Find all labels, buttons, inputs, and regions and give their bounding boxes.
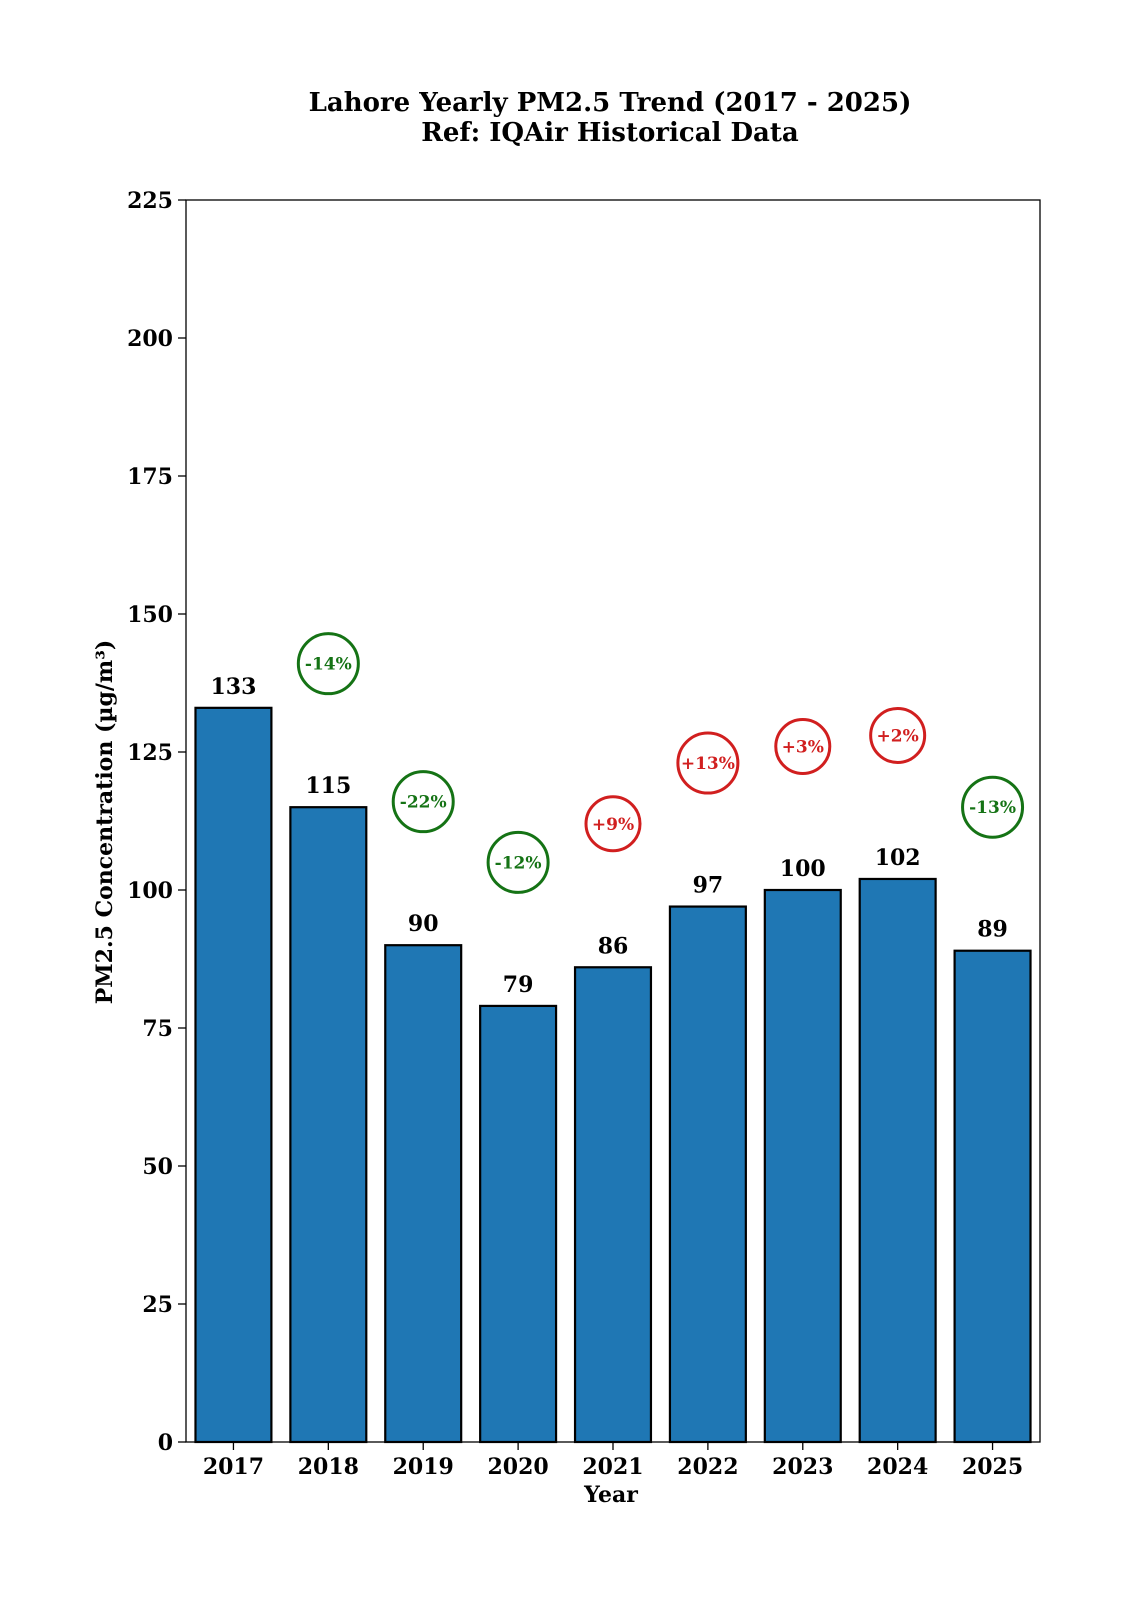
chart-subtitle: Ref: IQAir Historical Data — [421, 118, 799, 148]
change-label-2023: +3% — [782, 737, 824, 757]
y-tick-label: 50 — [142, 1154, 173, 1180]
y-tick-label: 125 — [127, 740, 173, 766]
x-tick-label-2023: 2023 — [772, 1454, 833, 1480]
bar-2021 — [573, 966, 653, 1444]
change-badge-2024 — [869, 706, 927, 764]
value-label-2021: 86 — [598, 933, 629, 959]
change-badge-2025 — [961, 775, 1025, 839]
change-badge-2018 — [296, 632, 360, 696]
value-label-2020: 79 — [503, 972, 534, 998]
y-tick-label: 25 — [142, 1292, 173, 1318]
x-axis-ticks: 2017 2018 2019 2020 2021 2022 2023 2024 2025 — [203, 1442, 1023, 1480]
x-tick-label-2018: 2018 — [298, 1454, 359, 1480]
change-label-2018: -14% — [305, 655, 352, 675]
change-badge-2023 — [774, 717, 832, 775]
value-label-2024: 102 — [875, 845, 921, 871]
change-badge-2022 — [676, 731, 740, 795]
value-label-2018: 115 — [305, 773, 351, 799]
value-label-2022: 97 — [693, 873, 724, 899]
value-label-2023: 100 — [780, 856, 826, 882]
bar-2022 — [668, 905, 747, 1444]
bar-2025 — [953, 949, 1032, 1444]
plot-frame — [185, 199, 1041, 1443]
x-axis-label: Year — [583, 1482, 638, 1508]
change-label-2022: +13% — [681, 754, 735, 774]
x-tick-label-2024: 2024 — [867, 1454, 928, 1480]
x-tick-label-2017: 2017 — [203, 1454, 264, 1480]
y-tick-label: 200 — [127, 326, 173, 352]
x-tick-label-2021: 2021 — [582, 1454, 643, 1480]
y-tick-label: 75 — [142, 1016, 173, 1042]
value-label-2019: 90 — [408, 911, 439, 937]
x-tick-label-2020: 2020 — [487, 1454, 548, 1480]
bar-2024 — [858, 877, 937, 1444]
change-badges-group: -14% -22% -12% +9% +13% +3% +2% -13% — [296, 632, 1025, 894]
x-tick-label-2019: 2019 — [393, 1454, 454, 1480]
x-tick-label-2025: 2025 — [962, 1454, 1023, 1480]
change-badge-2021 — [584, 795, 642, 853]
bar-2017 — [194, 706, 273, 1444]
y-tick-label: 225 — [127, 188, 173, 214]
bar-2019 — [384, 944, 463, 1444]
value-label-2025: 89 — [977, 917, 1008, 943]
change-badge-2019 — [391, 770, 455, 834]
change-label-2024: +2% — [877, 726, 919, 746]
bar-2023 — [763, 888, 842, 1444]
bar-2018 — [289, 806, 368, 1444]
change-label-2025: -13% — [969, 798, 1016, 818]
y-axis-ticks: 0 25 50 75 100 125 150 175 200 225 — [127, 188, 186, 1456]
value-label-2017: 133 — [210, 674, 256, 700]
value-labels-group: 133 115 90 79 86 97 100 102 89 — [210, 674, 1007, 998]
y-axis-label: PM2.5 Concentration (µg/m³) — [92, 640, 118, 1005]
chart-title: Lahore Yearly PM2.5 Trend (2017 - 2025) — [309, 88, 912, 118]
bar-2020 — [479, 1004, 558, 1444]
change-label-2021: +9% — [592, 815, 634, 835]
y-tick-label: 175 — [127, 464, 173, 490]
y-tick-label: 100 — [127, 878, 173, 904]
change-badge-2020 — [486, 830, 550, 894]
y-tick-label: 150 — [127, 602, 173, 628]
change-label-2020: -12% — [495, 853, 542, 873]
x-tick-label-2022: 2022 — [677, 1454, 738, 1480]
change-label-2019: -22% — [400, 793, 447, 813]
y-tick-label: 0 — [158, 1430, 173, 1456]
